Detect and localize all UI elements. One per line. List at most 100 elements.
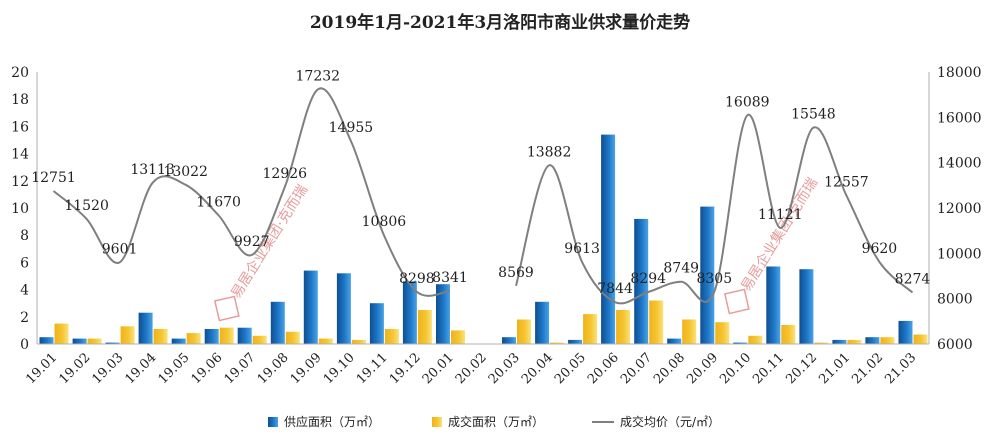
y-left-tick-label: 16: [11, 119, 29, 135]
price-data-label: 14955: [329, 120, 374, 136]
price-data-label: 8305: [696, 271, 732, 287]
x-tick-label: 21.01: [816, 350, 853, 387]
x-tick-label: 20.09: [684, 350, 721, 387]
bar-supply: [171, 338, 186, 344]
y-left-tick-label: 8: [20, 228, 29, 244]
y-right-tick-label: 16000: [937, 110, 982, 126]
price-data-label: 10806: [362, 214, 407, 230]
price-data-label: 12926: [263, 166, 308, 182]
x-tick-label: 19.02: [57, 350, 94, 387]
bar-supply: [634, 218, 649, 344]
x-tick-label: 20.11: [750, 350, 787, 387]
y-left-tick-label: 6: [20, 255, 29, 271]
bar-supply: [832, 339, 847, 344]
legend-swatch: [432, 417, 442, 427]
bar-transaction: [715, 322, 730, 344]
bar-transaction: [682, 319, 697, 344]
bar-supply: [72, 338, 87, 344]
x-tick-label: 19.04: [123, 350, 160, 387]
bar-transaction: [583, 314, 598, 344]
x-tick-label: 19.08: [255, 350, 292, 387]
bar-transaction: [285, 331, 300, 344]
x-tick-label: 20.02: [453, 350, 490, 387]
line-layer: [52, 87, 914, 305]
bar-supply: [237, 327, 252, 344]
y-left-tick-label: 12: [11, 174, 29, 190]
bar-transaction: [417, 310, 432, 344]
bar-transaction: [87, 338, 102, 344]
bar-supply: [39, 337, 54, 344]
bar-transaction: [153, 329, 168, 344]
legend-label: 成交面积（万㎡）: [448, 414, 544, 429]
bar-transaction: [913, 334, 928, 344]
chart-title: 2019年1月-2021年3月洛阳市商业供求量价走势: [310, 12, 690, 33]
price-data-label: 8294: [630, 271, 666, 287]
price-data-label: 9927: [234, 234, 270, 250]
y-left-tick-label: 14: [11, 147, 29, 163]
bar-supply: [865, 337, 880, 344]
bar-supply: [700, 206, 715, 344]
x-tick-label: 20.12: [783, 350, 820, 387]
bar-transaction: [748, 335, 763, 344]
bar-transaction: [351, 339, 366, 344]
x-tick-label: 20.04: [519, 350, 556, 387]
y-right-tick-label: 12000: [937, 201, 982, 217]
bar-transaction: [517, 319, 531, 344]
x-tick-label: 19.03: [90, 350, 127, 387]
y-right-tick-label: 6000: [937, 337, 973, 353]
price-data-label: 9601: [102, 241, 138, 257]
x-tick-label: 19.07: [222, 350, 259, 387]
x-tick-label: 20.03: [486, 350, 523, 387]
x-tick-label: 20.08: [651, 350, 688, 387]
bar-transaction: [54, 323, 69, 344]
bar-supply: [436, 284, 450, 344]
price-data-label: 17232: [296, 68, 341, 84]
legend-label: 成交均价（元/㎡）: [620, 414, 720, 429]
y-left-tick-label: 10: [11, 201, 29, 217]
price-data-label: 8298: [399, 271, 435, 287]
bar-supply: [535, 301, 550, 344]
bar-transaction: [451, 330, 465, 344]
x-tick-label: 21.03: [882, 350, 919, 387]
y-right-tick-label: 14000: [937, 156, 982, 172]
x-tick-label: 20.06: [585, 350, 622, 387]
price-data-label: 8341: [432, 270, 468, 286]
legend: 供应面积（万㎡） 成交面积（万㎡） 成交均价（元/㎡）: [268, 414, 720, 429]
bar-transaction: [880, 337, 895, 344]
price-data-label: 13113: [130, 162, 175, 178]
bar-supply: [898, 320, 913, 344]
price-data-label: 12751: [31, 170, 76, 186]
bar-supply: [766, 266, 781, 344]
legend-label: 供应面积（万㎡）: [284, 414, 380, 429]
y-left-tick-label: 18: [11, 92, 29, 108]
y-left-tick-label: 20: [11, 65, 29, 81]
bar-supply: [799, 269, 814, 344]
price-data-label: 12557: [824, 174, 869, 190]
legend-item-transaction: 成交面积（万㎡）: [432, 414, 544, 429]
watermark-logo-icon: [213, 295, 240, 322]
y-left-tick-label: 2: [20, 310, 29, 326]
legend-item-supply: 供应面积（万㎡）: [268, 414, 380, 429]
price-data-label: 11121: [758, 207, 803, 223]
bar-supply: [270, 301, 285, 344]
bar-supply: [601, 134, 616, 344]
bar-supply: [369, 303, 384, 344]
bar-transaction: [120, 326, 135, 344]
bars-layer: [39, 134, 928, 344]
bar-transaction: [252, 335, 267, 344]
bar-transaction: [649, 300, 664, 344]
x-tick-label: 19.05: [156, 350, 193, 387]
bar-transaction: [318, 338, 333, 344]
bar-supply: [336, 273, 351, 344]
x-tick-label: 19.12: [387, 350, 424, 387]
x-tick-label: 20.01: [420, 350, 457, 387]
legend-swatch: [268, 417, 278, 427]
price-data-label: 7844: [597, 281, 633, 297]
y-right-tick-label: 18000: [937, 65, 982, 81]
x-tick-label: 19.01: [23, 350, 60, 387]
price-data-label: 13882: [527, 144, 572, 160]
price-data-label: 11670: [196, 195, 241, 211]
x-tick-label: 19.10: [321, 350, 358, 387]
